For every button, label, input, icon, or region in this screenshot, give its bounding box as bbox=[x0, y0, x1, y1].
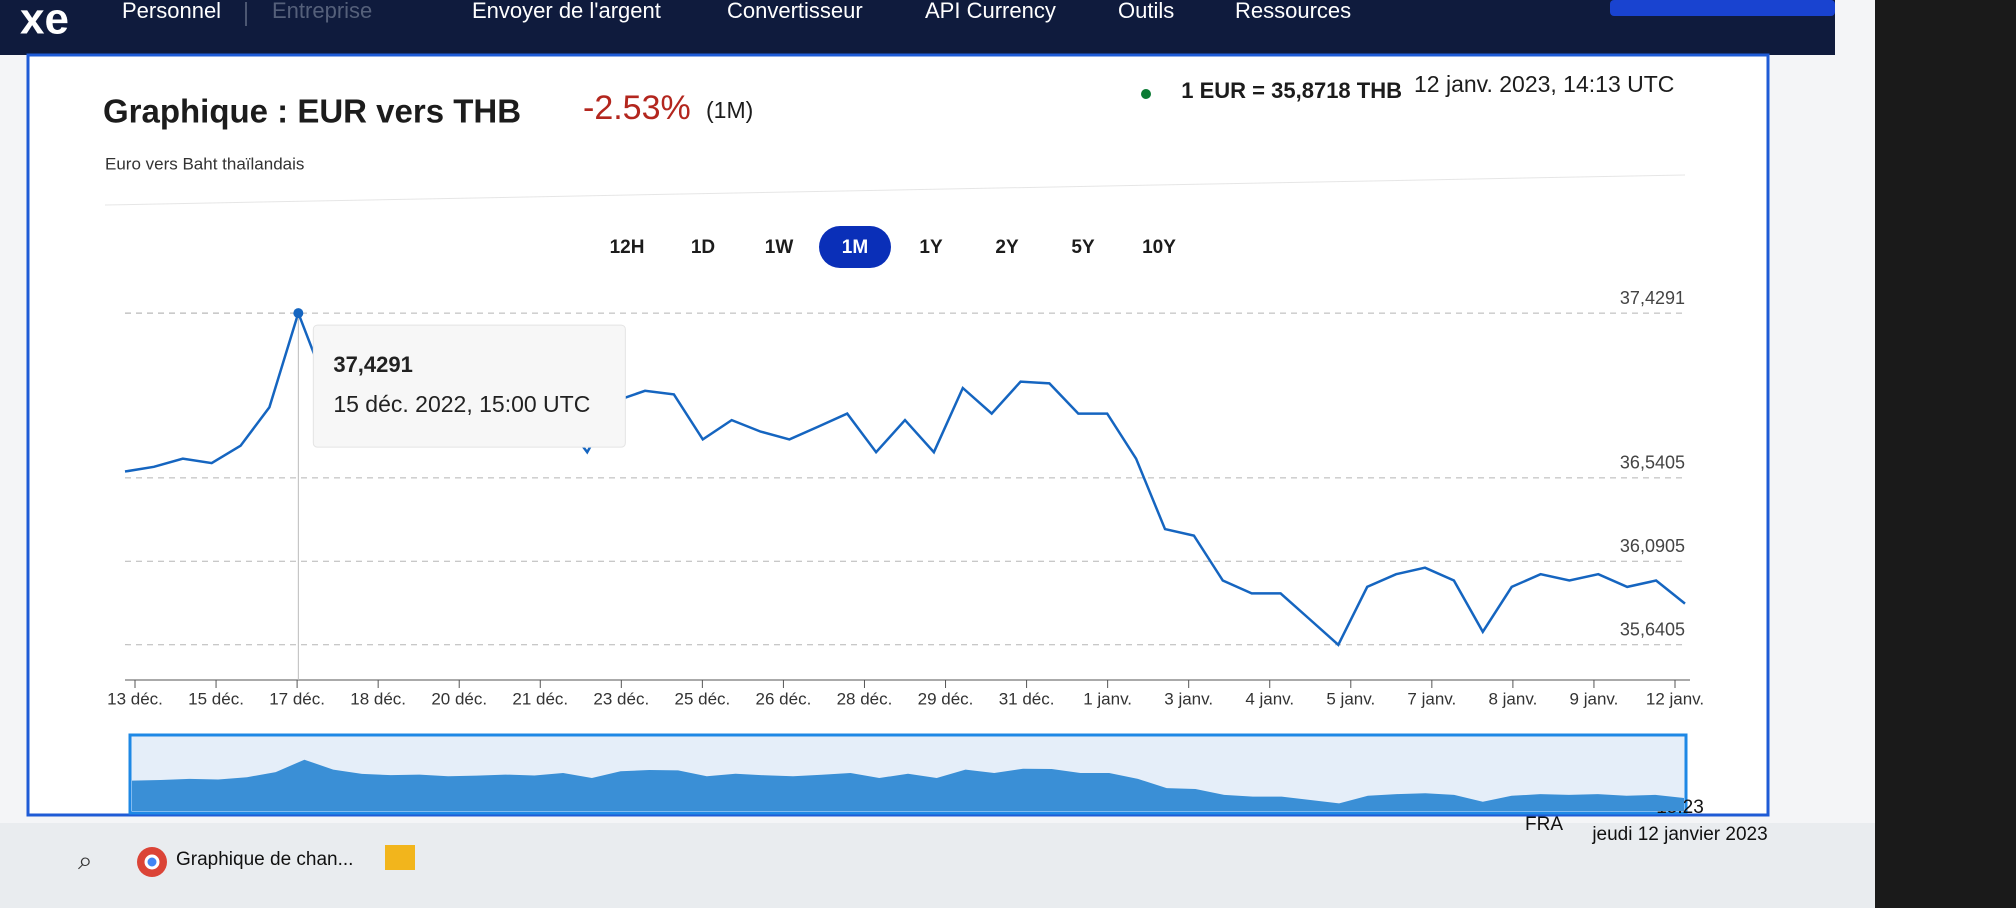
x-tick-label: 3 janv. bbox=[1164, 689, 1213, 708]
range-button[interactable]: 1W bbox=[765, 237, 794, 258]
rate-time: 12 janv. 2023, 14:13 UTC bbox=[1414, 71, 1674, 97]
x-tick-label: 4 janv. bbox=[1245, 689, 1294, 708]
x-tick-label: 15 déc. bbox=[188, 689, 244, 708]
x-tick-label: 25 déc. bbox=[674, 689, 730, 708]
rate: 1 EUR = 35,8718 THB bbox=[1181, 78, 1402, 103]
range-button[interactable]: 5Y bbox=[1071, 237, 1095, 258]
y-tick-label: 36,5405 bbox=[1620, 453, 1685, 473]
chrome-center bbox=[144, 854, 160, 870]
x-tick-label: 29 déc. bbox=[918, 689, 974, 708]
tooltip-box bbox=[312, 324, 626, 448]
y-tick-label: 37,4291 bbox=[1620, 288, 1685, 308]
nav-item[interactable]: Entreprise bbox=[272, 0, 372, 23]
range-active-bg bbox=[819, 226, 891, 268]
range-button[interactable]: 10Y bbox=[1142, 237, 1176, 258]
navigator-area bbox=[132, 759, 1684, 811]
change: -2.53% bbox=[583, 89, 691, 127]
x-tick-label: 8 janv. bbox=[1488, 689, 1537, 708]
x-tick-label: 20 déc. bbox=[431, 689, 487, 708]
nav-item[interactable]: Envoyer de l'argent bbox=[472, 0, 661, 23]
subtitle: Euro vers Baht thaïlandais bbox=[105, 154, 304, 173]
range-button[interactable]: 2Y bbox=[995, 237, 1019, 258]
tooltip-date: 15 déc. 2022, 15:00 UTC bbox=[333, 391, 590, 417]
x-tick-label: 17 déc. bbox=[269, 689, 325, 708]
x-tick-label: 1 janv. bbox=[1083, 689, 1132, 708]
x-tick-label: 13 déc. bbox=[107, 689, 163, 708]
nav-item[interactable]: Convertisseur bbox=[727, 0, 863, 23]
range-button[interactable]: 1M bbox=[842, 237, 868, 258]
range-button[interactable]: 1Y bbox=[919, 237, 943, 258]
range-button[interactable]: 1D bbox=[691, 237, 715, 258]
x-tick-label: 26 déc. bbox=[756, 689, 812, 708]
folder-icon[interactable] bbox=[385, 845, 415, 870]
title: Graphique : EUR vers THB bbox=[103, 93, 521, 130]
logo[interactable]: xe bbox=[20, 0, 69, 44]
taskbar bbox=[0, 823, 1875, 908]
divider bbox=[104, 174, 1686, 206]
period: (1M) bbox=[706, 97, 753, 123]
nav-item[interactable]: API Currency bbox=[925, 0, 1056, 23]
nav-item[interactable]: Outils bbox=[1118, 0, 1174, 23]
x-tick-label: 7 janv. bbox=[1407, 689, 1456, 708]
nav-button[interactable] bbox=[1610, 0, 1835, 16]
y-tick-label: 35,6405 bbox=[1620, 619, 1685, 639]
x-tick-label: 5 janv. bbox=[1326, 689, 1375, 708]
search-icon[interactable]: ⌕ bbox=[78, 845, 93, 875]
x-tick-label: 31 déc. bbox=[999, 689, 1055, 708]
nav-item[interactable]: Personnel bbox=[122, 0, 221, 23]
nav-bar bbox=[0, 0, 1835, 55]
y-tick-label: 36,0905 bbox=[1620, 536, 1685, 556]
nav-item[interactable]: Ressources bbox=[1235, 0, 1351, 23]
x-tick-label: 23 déc. bbox=[593, 689, 649, 708]
taskbar-lang[interactable]: FRA bbox=[1525, 814, 1563, 835]
taskbar-date: jeudi 12 janvier 2023 bbox=[1591, 824, 1767, 845]
x-tick-label: 28 déc. bbox=[837, 689, 893, 708]
live-dot bbox=[1141, 89, 1151, 99]
x-tick-label: 9 janv. bbox=[1570, 689, 1619, 708]
tooltip-point bbox=[293, 308, 304, 319]
range-button[interactable]: 12H bbox=[610, 237, 645, 258]
x-tick-label: 21 déc. bbox=[512, 689, 568, 708]
taskbar-app[interactable]: Graphique de chan... bbox=[176, 849, 353, 870]
x-tick-label: 18 déc. bbox=[350, 689, 406, 708]
tooltip-value: 37,4291 bbox=[333, 352, 413, 377]
x-tick-label: 12 janv. bbox=[1646, 689, 1704, 708]
